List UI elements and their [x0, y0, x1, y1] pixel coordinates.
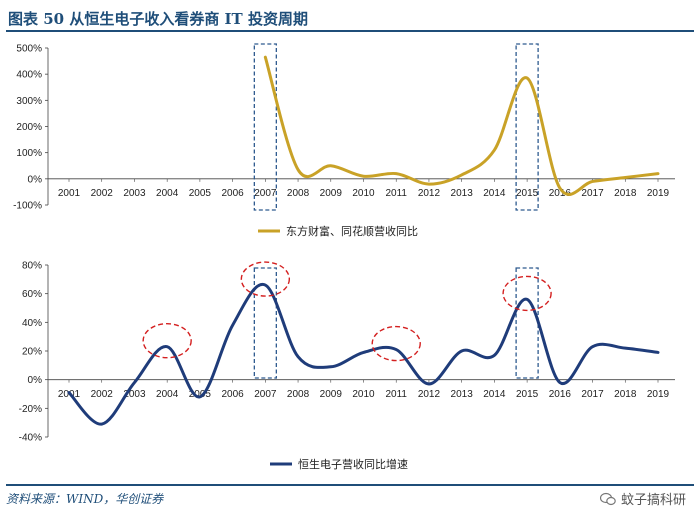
x-tick-label: 2011: [385, 188, 407, 199]
y-tick-label: 300%: [16, 96, 42, 107]
x-tick-label: 2002: [91, 188, 114, 199]
highlight-box-2007: [253, 267, 277, 379]
x-tick-label: 2013: [451, 188, 474, 199]
x-tick-label: 2013: [451, 389, 474, 400]
chart-bottom-hundsun: -40%-20%0%20%40%60%80%2001 2002 2003 2004 20…: [19, 261, 675, 471]
figure-header: 图表 50 从恒生电子收入看券商 IT 投资周期: [6, 4, 694, 32]
x-tick-label: 2009: [320, 188, 343, 199]
figure-title: 图表 50 从恒生电子收入看券商 IT 投资周期: [8, 10, 308, 28]
chart-top-revenue: -100% 0% 100% 200% 300% 400% 500% 2001 2002 2003 2…: [13, 43, 675, 238]
y-tick-label: 60%: [22, 289, 42, 300]
highlight-box-2015: [515, 267, 539, 379]
y-tick-label: 0%: [28, 174, 43, 185]
y-tick-label: 400%: [16, 70, 42, 81]
legend-label: 东方财富、同花顺营收同比: [286, 224, 418, 238]
highlight-circle-2011: [371, 325, 421, 362]
x-tick-label: 2019: [647, 188, 670, 199]
x-tick-label: 2015: [516, 389, 539, 400]
x-tick-label: 2006: [221, 389, 244, 400]
y-tick-label: -40%: [19, 433, 42, 444]
x-tick-label: 2018: [614, 389, 637, 400]
x-tick-label: 2004: [156, 389, 179, 400]
x-tick-label: 2007: [254, 389, 277, 400]
x-tick-label: 2003: [123, 389, 146, 400]
x-tick-label: 2015: [516, 188, 539, 199]
x-tick-label: 2008: [287, 188, 310, 199]
x-tick-label: 2006: [221, 188, 244, 199]
x-tick-label: 2004: [156, 188, 179, 199]
x-tick-label: 2011: [385, 389, 407, 400]
highlight-box-2007: [253, 43, 277, 211]
x-tick-label: 2012: [418, 389, 441, 400]
y-tick-label: 80%: [22, 261, 42, 272]
figure-source: 资料来源：WIND，华创证券: [6, 492, 164, 506]
y-tick-label: 200%: [16, 122, 42, 133]
legend-label: 恒生电子营收同比增速: [298, 457, 408, 471]
y-tick-label: -100%: [13, 201, 42, 212]
x-tick-label: 2010: [352, 389, 375, 400]
x-tick-label: 2002: [91, 389, 114, 400]
x-tick-label: 2019: [647, 389, 670, 400]
y-tick-label: 0%: [28, 375, 43, 386]
x-tick-label: 2014: [483, 188, 506, 199]
x-tick-label: 2017: [581, 389, 604, 400]
x-tick-label: 2003: [123, 188, 146, 199]
y-tick-label: 20%: [22, 347, 42, 358]
y-tick-label: 100%: [16, 148, 42, 159]
x-tick-label: 2014: [483, 389, 506, 400]
x-tick-label: 2016: [549, 389, 572, 400]
x-tick-label: 2012: [418, 188, 441, 199]
highlight-circle-2004: [142, 323, 192, 359]
x-tick-label: 2001: [58, 188, 81, 199]
y-tick-label: -20%: [19, 404, 42, 415]
y-tick-label: 500%: [16, 44, 42, 55]
x-tick-label: 2007: [254, 188, 277, 199]
x-tick-label: 2018: [614, 188, 637, 199]
highlight-circle-2015: [502, 275, 552, 312]
x-tick-label: 2016: [549, 188, 572, 199]
x-tick-label: 2017: [581, 188, 604, 199]
watermark-text: 蚊子搞科研: [620, 493, 686, 508]
watermark: 蚊子搞科研: [599, 489, 686, 508]
x-tick-label: 2008: [287, 389, 310, 400]
wechat-icon: [599, 492, 616, 505]
highlight-circle-2007: [240, 261, 291, 297]
x-tick-label: 2010: [352, 188, 375, 199]
x-tick-label: 2005: [189, 188, 212, 199]
series-line: [67, 283, 660, 426]
x-tick-label: 2005: [189, 389, 212, 400]
highlight-box-2015: [515, 43, 539, 211]
figure-footer-rule: [6, 484, 694, 486]
x-tick-label: 2009: [320, 389, 343, 400]
y-tick-label: 40%: [22, 318, 42, 329]
